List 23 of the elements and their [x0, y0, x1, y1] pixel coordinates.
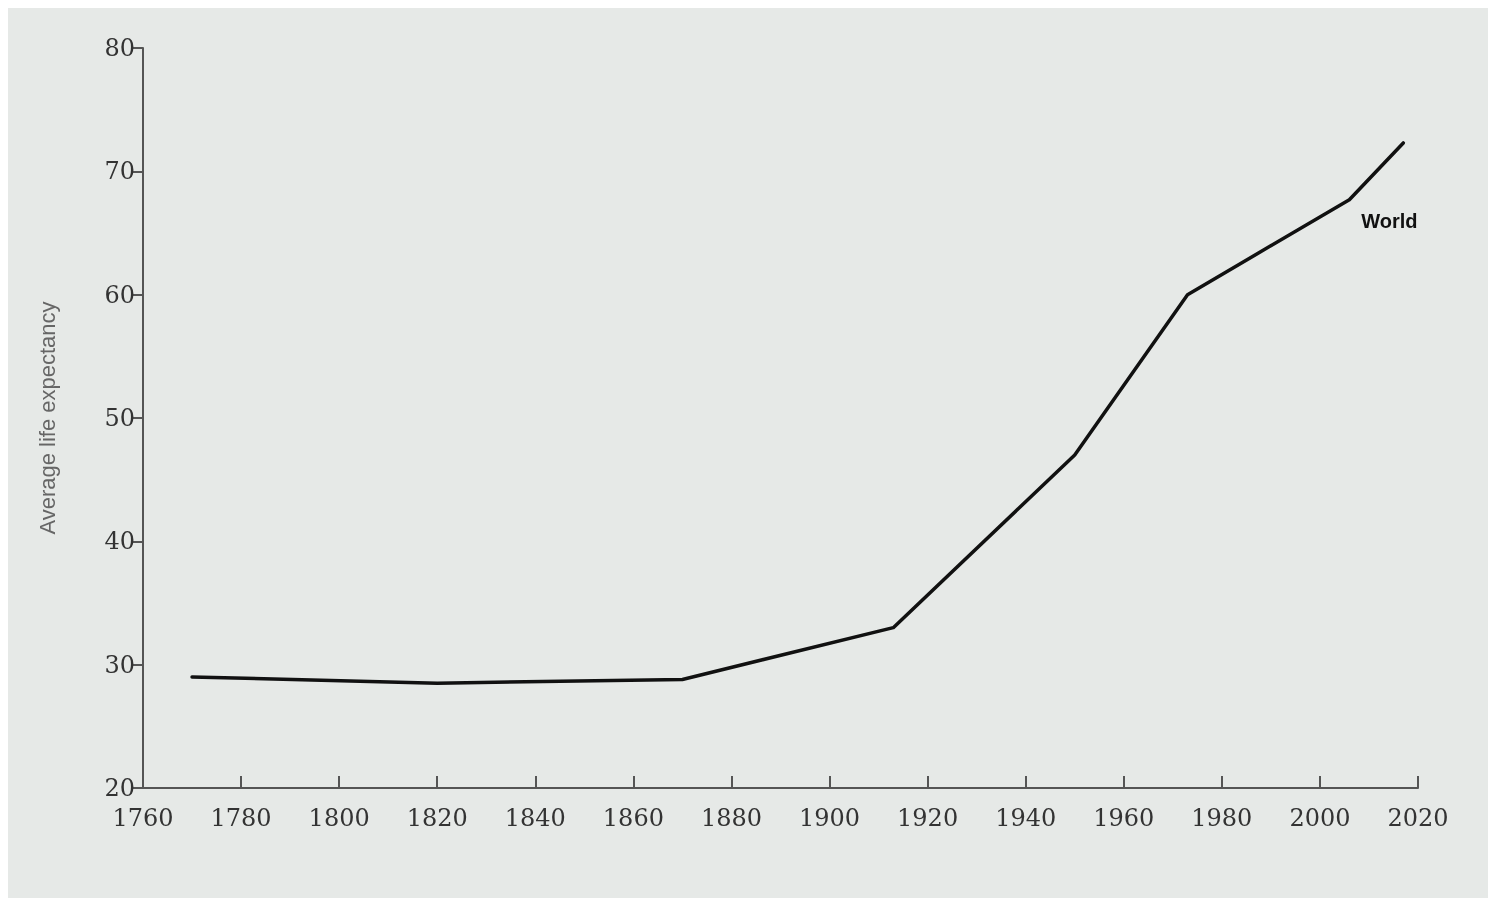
x-tick-label: 1900: [799, 804, 861, 832]
y-axis-title: Average life expectancy: [34, 301, 60, 535]
x-tick-label: 1800: [308, 804, 370, 832]
x-tick-label: 1980: [1191, 804, 1253, 832]
y-tick-label: 20: [104, 774, 135, 802]
x-tick-label: 1860: [602, 804, 664, 832]
x-tick-label: 1760: [112, 804, 174, 832]
x-tick-label: 1820: [406, 804, 468, 832]
y-tick-label: 70: [104, 157, 135, 186]
y-tick-label: 40: [104, 527, 135, 556]
x-tick-label: 1960: [1093, 804, 1155, 832]
x-tick-label: 1920: [897, 804, 959, 832]
y-tick-label: 60: [104, 280, 135, 309]
series-label: World: [1361, 209, 1418, 232]
x-tick-label: 2000: [1289, 804, 1351, 832]
x-tick-label: 2020: [1387, 804, 1449, 832]
x-tick-label: 1880: [700, 804, 762, 832]
x-tick-label: 1940: [995, 804, 1057, 832]
x-tick-label: 1840: [504, 804, 566, 832]
y-tick-label: 80: [104, 34, 135, 62]
x-tick-label: 1780: [210, 804, 272, 832]
y-tick-label: 50: [104, 404, 135, 432]
y-tick-label: 30: [104, 650, 135, 679]
